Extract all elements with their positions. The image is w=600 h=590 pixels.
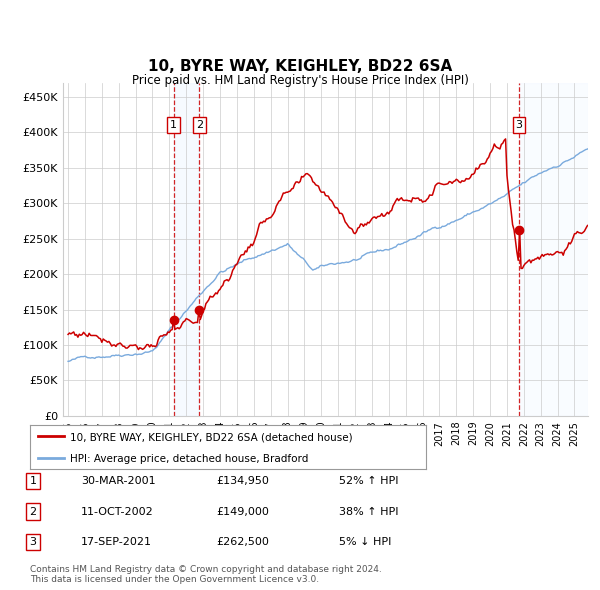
Text: 10, BYRE WAY, KEIGHLEY, BD22 6SA: 10, BYRE WAY, KEIGHLEY, BD22 6SA	[148, 59, 452, 74]
Text: 2: 2	[29, 507, 37, 516]
Text: 3: 3	[29, 537, 37, 547]
Text: HPI: Average price, detached house, Bradford: HPI: Average price, detached house, Brad…	[70, 454, 308, 464]
Text: 5% ↓ HPI: 5% ↓ HPI	[339, 537, 391, 547]
Text: 1: 1	[29, 476, 37, 486]
Text: £149,000: £149,000	[216, 507, 269, 516]
Text: £262,500: £262,500	[216, 537, 269, 547]
Text: 30-MAR-2001: 30-MAR-2001	[81, 476, 155, 486]
Text: 3: 3	[515, 120, 523, 130]
Text: 52% ↑ HPI: 52% ↑ HPI	[339, 476, 398, 486]
Bar	[519, 83, 588, 416]
Text: Price paid vs. HM Land Registry's House Price Index (HPI): Price paid vs. HM Land Registry's House …	[131, 74, 469, 87]
Text: 38% ↑ HPI: 38% ↑ HPI	[339, 507, 398, 516]
Text: 11-OCT-2002: 11-OCT-2002	[81, 507, 154, 516]
Text: Contains HM Land Registry data © Crown copyright and database right 2024.
This d: Contains HM Land Registry data © Crown c…	[30, 565, 382, 584]
Text: 10, BYRE WAY, KEIGHLEY, BD22 6SA (detached house): 10, BYRE WAY, KEIGHLEY, BD22 6SA (detach…	[70, 432, 352, 442]
Text: 1: 1	[170, 120, 177, 130]
Bar	[173, 83, 199, 416]
Text: 2: 2	[196, 120, 203, 130]
Text: 17-SEP-2021: 17-SEP-2021	[81, 537, 152, 547]
Text: £134,950: £134,950	[216, 476, 269, 486]
